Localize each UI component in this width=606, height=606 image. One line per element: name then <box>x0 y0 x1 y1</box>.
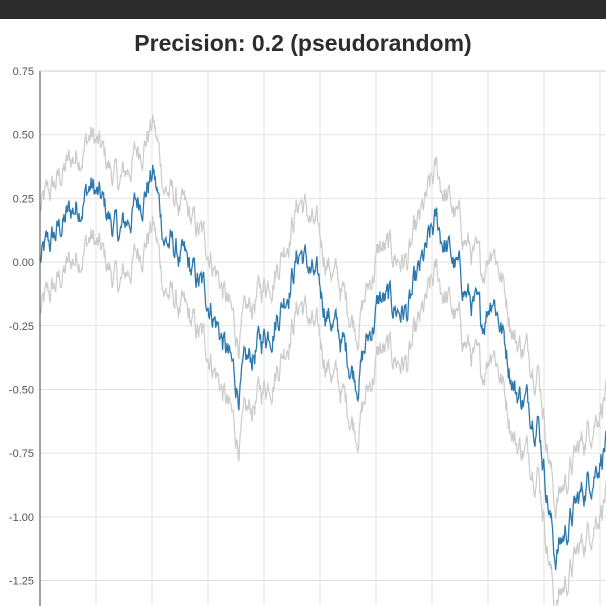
y-tick-label: 0.25 <box>13 193 34 205</box>
y-tick-label: -0.75 <box>9 448 34 460</box>
axes: 0.75 0.50 0.25 0.00 -0.25 -0.50 -0.75 -1.00 -1.2… <box>9 66 606 606</box>
y-tick-label: 0.50 <box>13 130 34 142</box>
upper-band-line <box>39 113 606 520</box>
lower-band-line <box>39 215 606 606</box>
y-tick-label: -1.25 <box>9 576 34 588</box>
y-tick-label: -1.00 <box>9 512 34 524</box>
window-top-bar <box>0 0 606 19</box>
y-tick-label: 0.00 <box>13 257 34 269</box>
main-series-line <box>39 164 606 571</box>
y-tick-label: -0.50 <box>9 384 34 396</box>
y-tick-label: -0.25 <box>9 321 34 333</box>
chart-title: Precision: 0.2 (pseudorandom) <box>134 30 472 56</box>
grid <box>40 70 606 606</box>
series-group <box>39 113 606 606</box>
y-tick-label: 0.75 <box>13 66 34 78</box>
